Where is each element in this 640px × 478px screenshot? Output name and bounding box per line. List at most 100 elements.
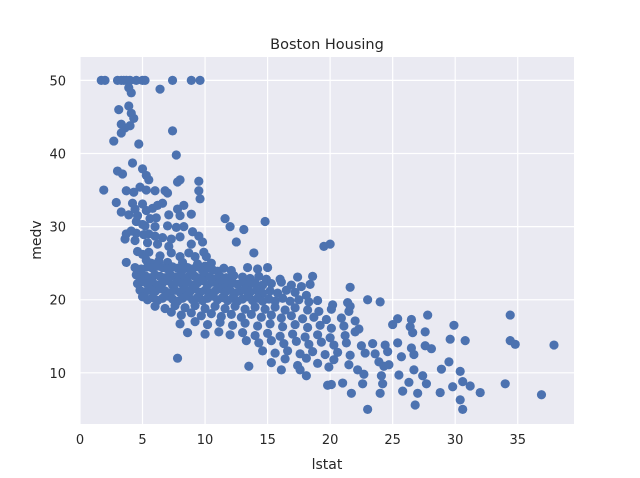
data-point <box>225 330 235 340</box>
x-tick-label: 5 <box>138 433 146 448</box>
data-point <box>276 313 286 323</box>
chart-title: Boston Housing <box>270 37 384 53</box>
data-point <box>99 185 109 195</box>
data-point <box>219 263 229 273</box>
data-point <box>241 336 251 346</box>
data-point <box>250 330 260 341</box>
data-point <box>180 303 190 313</box>
data-point <box>288 329 298 339</box>
data-point <box>119 75 129 85</box>
data-point <box>242 262 253 273</box>
data-point <box>155 84 165 94</box>
data-point <box>455 395 465 405</box>
data-point <box>505 310 515 320</box>
data-point <box>303 305 313 315</box>
data-point <box>279 338 289 349</box>
data-point <box>179 200 189 211</box>
data-point <box>190 251 200 262</box>
data-point <box>345 350 355 360</box>
data-point <box>240 304 250 314</box>
data-point <box>350 327 360 337</box>
data-point <box>301 353 311 363</box>
data-point <box>333 347 343 357</box>
data-point <box>237 328 248 338</box>
data-point <box>120 234 130 244</box>
data-point <box>175 211 185 221</box>
data-point <box>175 232 185 242</box>
data-point <box>500 379 510 389</box>
x-tick-label: 30 <box>447 433 464 448</box>
data-point <box>257 346 268 356</box>
data-point <box>409 365 419 375</box>
data-point <box>250 302 260 312</box>
data-point <box>320 349 330 360</box>
data-point <box>151 213 161 223</box>
data-point <box>326 379 336 390</box>
data-point <box>121 257 131 268</box>
data-point <box>231 237 241 247</box>
data-point <box>346 388 356 398</box>
data-point <box>280 354 290 364</box>
data-point <box>344 306 354 317</box>
data-point <box>344 360 354 370</box>
data-point <box>197 237 208 247</box>
data-point <box>460 336 470 346</box>
data-point <box>359 369 369 379</box>
data-point <box>290 303 300 313</box>
y-tick-label: 20 <box>49 294 66 309</box>
data-point <box>313 358 323 368</box>
data-point <box>266 357 276 368</box>
data-point <box>350 316 360 326</box>
data-point <box>210 301 220 311</box>
data-point <box>114 105 124 115</box>
data-point <box>152 239 163 249</box>
data-point <box>140 221 150 231</box>
data-point <box>215 317 225 327</box>
y-tick-label: 30 <box>49 221 66 236</box>
data-point <box>162 221 173 231</box>
data-point <box>260 216 270 227</box>
x-tick-labels: 0 5 10 15 20 25 30 35 <box>76 433 526 448</box>
data-point <box>167 75 178 85</box>
data-point <box>536 390 547 400</box>
data-point <box>465 381 475 391</box>
data-point <box>549 340 559 350</box>
data-point <box>190 317 200 327</box>
data-point <box>345 282 355 292</box>
data-point <box>176 310 186 320</box>
data-point <box>256 312 266 322</box>
data-point <box>376 371 387 381</box>
data-point <box>358 379 368 389</box>
data-point <box>325 333 335 343</box>
data-point <box>171 150 181 160</box>
data-point <box>304 339 314 349</box>
data-point <box>266 310 276 320</box>
data-point <box>326 304 336 314</box>
data-point <box>413 388 423 398</box>
data-point <box>404 377 414 387</box>
data-point <box>270 302 280 312</box>
data-point <box>379 361 389 371</box>
data-point <box>408 328 418 338</box>
data-point <box>394 370 404 380</box>
data-point <box>341 338 351 348</box>
data-point <box>325 239 335 249</box>
data-point <box>254 338 264 348</box>
data-point <box>265 319 275 329</box>
data-point <box>294 295 304 305</box>
data-point <box>262 262 273 273</box>
data-point <box>127 158 138 168</box>
data-point <box>375 297 385 307</box>
data-point <box>324 362 334 372</box>
data-point <box>329 355 339 365</box>
data-point <box>293 272 303 282</box>
data-point <box>336 313 346 323</box>
x-tick-label: 25 <box>384 433 401 448</box>
data-point <box>162 188 173 198</box>
data-point <box>206 309 216 319</box>
y-tick-labels: 10 20 30 40 50 <box>49 74 66 381</box>
data-point <box>363 404 373 414</box>
y-tick-label: 10 <box>49 367 66 382</box>
data-point <box>308 347 318 357</box>
data-point <box>266 336 276 346</box>
